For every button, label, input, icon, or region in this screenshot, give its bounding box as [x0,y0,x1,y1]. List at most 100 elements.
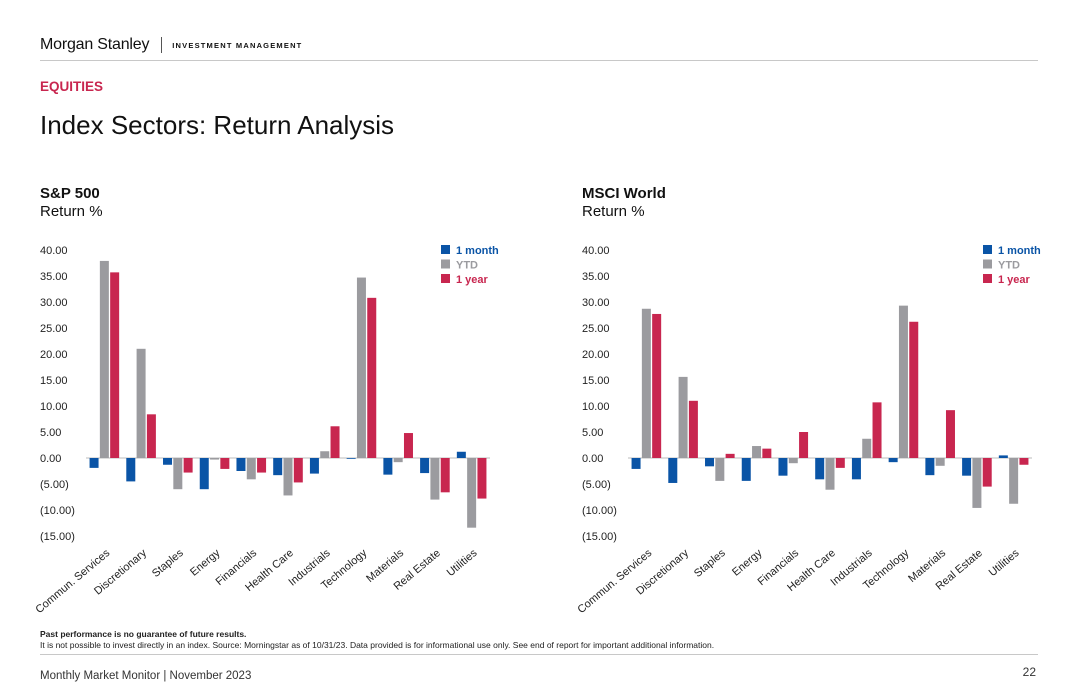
bar-1-year-real-estate [440,458,450,493]
y-tick-label: 20.00 [40,349,68,361]
y-tick-label: 30.00 [582,297,610,309]
bar-ytd-discretionary [136,348,146,458]
chart-subtitle: Return % [582,203,645,220]
bottom-divider [40,654,1038,655]
legend-swatch-ytd [441,259,450,269]
y-tick-label: 25.00 [40,323,68,335]
legend-label-1-month: 1 month [456,245,499,257]
bar-1-year-materials [945,410,955,458]
bar-ytd-staples [715,458,725,481]
bar-1-year-industrials [872,402,882,458]
bar-1-year-technology [909,321,919,458]
bar-1-year-staples [183,458,193,473]
bar-1-year-commun-services [110,272,120,458]
category-label: Energy [188,547,223,579]
y-tick-label: 15.00 [40,375,68,387]
y-tick-label: (10.00) [40,505,75,517]
bar-1-month-health-care [815,458,825,480]
legend-swatch-1-year [441,274,450,283]
y-tick-label: 10.00 [582,401,610,413]
disclaimer-headline: Past performance is no guarantee of futu… [40,629,247,639]
category-label: Energy [730,547,765,579]
y-tick-label: 15.00 [582,375,610,387]
y-tick-label: 5.00 [582,427,603,439]
header: Morgan Stanley INVESTMENT MANAGEMENT [40,34,302,56]
bar-1-month-materials [925,458,935,476]
y-tick-label: 25.00 [582,323,610,335]
bar-ytd-staples [173,458,183,490]
y-tick-label: (15.00) [582,531,617,543]
bar-ytd-real-estate [972,458,982,508]
section-label: EQUITIES [40,79,104,94]
brand-logo: Morgan Stanley [40,36,150,53]
bar-ytd-industrials [862,438,872,458]
bar-ytd-financials [788,458,798,464]
bar-1-year-utilities [1019,458,1029,465]
legend-swatch-1-month [983,245,992,254]
bar-ytd-commun-services [99,260,109,458]
y-tick-label: 30.00 [40,297,68,309]
bar-1-month-industrials [309,458,319,474]
category-label: Utilities [445,547,480,579]
chart-subtitle: Return % [40,203,103,220]
bar-1-month-utilities [998,455,1008,458]
sp500-chart: S&P 500 Return % 40.00 35.00 30.00 25.00 20.… [33,185,540,625]
legend-swatch-1-month [441,245,450,254]
bar-1-year-energy [762,448,772,458]
bar-ytd-technology [356,277,366,458]
legend-swatch-1-year [983,274,992,283]
y-tick-label: 0.00 [40,453,61,465]
bar-1-month-utilities [456,451,466,458]
bar-ytd-energy [210,458,220,460]
bar-1-month-commun-services [89,458,99,468]
legend-label-1-month: 1 month [998,245,1041,257]
bar-ytd-energy [752,446,762,458]
chart-title: MSCI World [582,185,666,202]
legend-label-ytd: YTD [456,260,478,272]
bar-ytd-utilities [467,458,477,528]
division-label: INVESTMENT MANAGEMENT [172,40,303,50]
bar-1-year-health-care [293,458,303,483]
bar-ytd-commun-services [641,308,651,458]
legend-swatch-ytd [983,259,992,269]
y-tick-label: 5.00 [40,427,61,439]
bar-1-month-financials [778,458,788,476]
bar-1-month-staples [163,458,173,465]
footer-text: Monthly Market Monitor | November 2023 [40,670,252,682]
bar-1-year-health-care [835,458,845,468]
top-divider [40,60,1038,61]
page-title: Index Sectors: Return Analysis [40,110,395,140]
bar-ytd-health-care [283,458,293,496]
y-tick-label: 35.00 [40,271,68,283]
bar-1-month-real-estate [420,458,430,474]
bar-ytd-health-care [825,458,835,490]
bar-ytd-industrials [320,451,330,458]
bar-1-month-staples [705,458,715,467]
bar-ytd-materials [393,458,403,463]
y-tick-label: 20.00 [582,349,610,361]
bar-1-month-discretionary [668,458,678,483]
y-tick-label: (10.00) [582,505,617,517]
bar-1-month-health-care [273,458,283,476]
header-divider [161,37,163,53]
msci-world-bar-chart: 40.00 35.00 30.00 25.00 20.00 15.00 10.00 5.00 0… [575,245,1041,616]
y-tick-label: 40.00 [40,245,68,257]
legend-label-ytd: YTD [998,260,1020,272]
y-tick-label: (5.00) [582,479,611,491]
bar-1-year-discretionary [688,400,698,458]
category-label: Utilities [987,547,1022,579]
bar-1-month-technology [346,458,356,459]
bar-1-year-energy [220,458,230,469]
bar-1-month-energy [741,458,751,481]
bar-1-month-discretionary [126,458,136,482]
bar-1-month-materials [383,458,393,475]
disclaimer-text: It is not possible to invest directly in… [40,640,715,650]
chart-title: S&P 500 [40,185,100,202]
y-tick-label: (5.00) [40,479,69,491]
bar-1-year-discretionary [146,414,156,458]
bar-1-month-commun-services [631,458,641,469]
bar-1-year-staples [725,453,735,458]
bar-1-year-financials [799,432,809,458]
bar-ytd-technology [898,305,908,458]
bar-1-year-financials [257,458,267,473]
